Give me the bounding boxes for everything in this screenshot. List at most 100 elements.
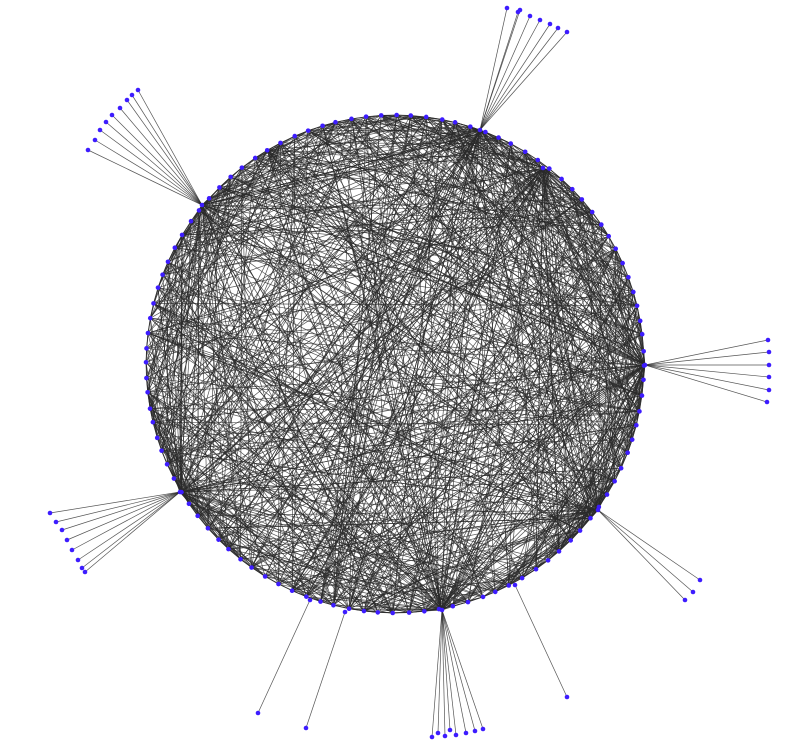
node[interactable] (145, 330, 151, 336)
node[interactable] (579, 197, 585, 202)
leaf-node[interactable] (537, 17, 543, 23)
node[interactable] (238, 556, 243, 562)
node[interactable] (465, 599, 471, 605)
hub-node[interactable] (642, 362, 648, 368)
leaf-node[interactable] (69, 547, 75, 553)
node[interactable] (154, 435, 160, 441)
node[interactable] (569, 186, 575, 192)
node[interactable] (375, 610, 381, 615)
node[interactable] (637, 409, 642, 414)
leaf-node[interactable] (129, 92, 135, 98)
node[interactable] (262, 574, 268, 579)
leaf-node[interactable] (564, 29, 570, 35)
leaf-node[interactable] (117, 105, 123, 111)
node[interactable] (508, 141, 514, 146)
leaf-node[interactable] (547, 21, 553, 27)
leaf-node[interactable] (463, 730, 469, 736)
leaf-node[interactable] (85, 147, 91, 153)
node[interactable] (533, 566, 539, 572)
node[interactable] (144, 346, 149, 351)
node[interactable] (547, 166, 552, 171)
node[interactable] (589, 209, 595, 215)
node[interactable] (625, 450, 630, 455)
leaf-node[interactable] (64, 537, 70, 543)
leaf-node[interactable] (766, 349, 772, 355)
node[interactable] (559, 176, 564, 182)
node[interactable] (155, 285, 161, 290)
node[interactable] (588, 515, 593, 521)
node[interactable] (252, 155, 258, 161)
node[interactable] (289, 588, 295, 594)
leaf-node[interactable] (59, 527, 65, 533)
leaf-node[interactable] (555, 25, 561, 31)
node[interactable] (613, 246, 618, 252)
node[interactable] (631, 289, 636, 295)
node[interactable] (205, 526, 211, 531)
node[interactable] (206, 196, 212, 201)
node[interactable] (618, 465, 624, 471)
node[interactable] (349, 116, 354, 122)
leaf-node[interactable] (472, 728, 478, 734)
node[interactable] (278, 140, 283, 146)
node[interactable] (519, 575, 525, 581)
leaf-node[interactable] (527, 13, 533, 19)
node[interactable] (568, 538, 574, 543)
node[interactable] (626, 274, 631, 280)
leaf-node[interactable] (517, 7, 523, 13)
leaf-node[interactable] (765, 337, 771, 343)
node[interactable] (361, 608, 367, 614)
node[interactable] (450, 603, 456, 609)
node[interactable] (394, 112, 399, 118)
node[interactable] (145, 390, 150, 395)
leaf-node[interactable] (504, 5, 510, 11)
node[interactable] (186, 501, 192, 507)
node[interactable] (406, 610, 412, 615)
node[interactable] (641, 377, 646, 383)
node[interactable] (276, 581, 281, 587)
hub-node[interactable] (540, 165, 546, 171)
hub-node[interactable] (177, 489, 183, 495)
node[interactable] (599, 222, 604, 227)
node[interactable] (629, 437, 635, 442)
node[interactable] (171, 476, 177, 481)
node[interactable] (378, 113, 384, 118)
leaf-node[interactable] (255, 710, 261, 716)
node[interactable] (522, 149, 528, 155)
node[interactable] (331, 602, 336, 608)
hub-node[interactable] (595, 507, 601, 513)
node[interactable] (305, 128, 311, 133)
leaf-node[interactable] (766, 374, 772, 380)
node[interactable] (496, 135, 501, 140)
node[interactable] (150, 419, 156, 425)
node[interactable] (165, 259, 171, 265)
leaf-node[interactable] (97, 127, 103, 133)
node[interactable] (196, 208, 202, 213)
node[interactable] (634, 303, 640, 309)
hub-node[interactable] (199, 202, 205, 208)
node[interactable] (151, 301, 156, 306)
node[interactable] (363, 114, 369, 119)
node[interactable] (506, 583, 512, 588)
leaf-node[interactable] (79, 565, 85, 571)
node[interactable] (423, 114, 429, 120)
node[interactable] (422, 608, 427, 614)
node[interactable] (604, 492, 610, 497)
hub-node[interactable] (439, 607, 445, 613)
node[interactable] (620, 260, 625, 266)
node[interactable] (535, 157, 541, 163)
node[interactable] (307, 597, 313, 603)
node[interactable] (556, 549, 562, 554)
leaf-node[interactable] (429, 734, 435, 740)
leaf-node[interactable] (47, 510, 53, 516)
node[interactable] (468, 124, 473, 129)
leaf-node[interactable] (480, 726, 486, 732)
node[interactable] (512, 582, 518, 588)
node[interactable] (390, 610, 396, 616)
node[interactable] (606, 233, 612, 239)
node[interactable] (264, 147, 270, 153)
node[interactable] (217, 185, 222, 190)
node[interactable] (318, 599, 323, 604)
node[interactable] (292, 133, 298, 139)
leaf-node[interactable] (75, 557, 81, 563)
node[interactable] (216, 537, 221, 542)
